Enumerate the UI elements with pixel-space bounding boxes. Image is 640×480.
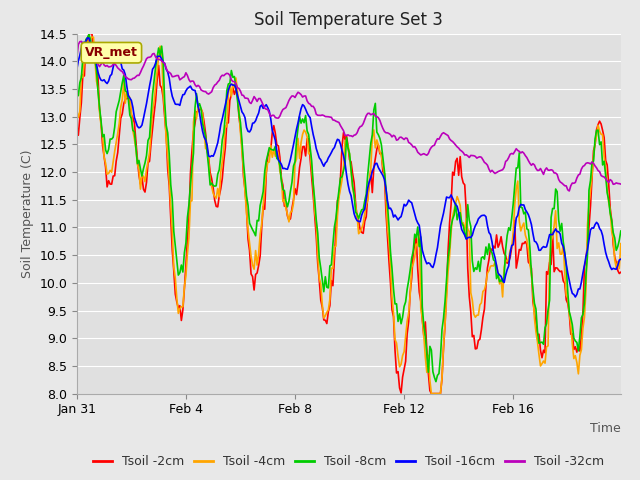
Tsoil -8cm — [617, 228, 625, 234]
Tsoil -8cm — [432, 379, 440, 384]
Tsoil -8cm — [264, 152, 271, 157]
Line: Tsoil -32cm: Tsoil -32cm — [77, 41, 621, 191]
Tsoil -4cm — [73, 108, 81, 114]
Tsoil -8cm — [73, 86, 81, 92]
Tsoil -4cm — [589, 155, 597, 161]
Tsoil -32cm — [264, 107, 271, 112]
Tsoil -16cm — [141, 108, 149, 114]
Tsoil -32cm — [312, 111, 320, 117]
Tsoil -16cm — [84, 35, 92, 41]
Tsoil -32cm — [73, 56, 81, 61]
X-axis label: Time: Time — [590, 422, 621, 435]
Tsoil -4cm — [428, 391, 435, 396]
Tsoil -2cm — [428, 391, 435, 396]
Tsoil -2cm — [85, 31, 93, 36]
Tsoil -32cm — [77, 38, 85, 44]
Tsoil -16cm — [73, 67, 81, 72]
Tsoil -16cm — [589, 225, 597, 231]
Tsoil -16cm — [264, 105, 271, 110]
Tsoil -2cm — [589, 148, 597, 154]
Tsoil -8cm — [255, 218, 262, 224]
Tsoil -4cm — [255, 251, 262, 257]
Line: Tsoil -4cm: Tsoil -4cm — [77, 37, 621, 394]
Tsoil -4cm — [617, 241, 625, 247]
Tsoil -2cm — [255, 263, 262, 268]
Tsoil -4cm — [264, 160, 271, 166]
Tsoil -4cm — [312, 220, 320, 226]
Line: Tsoil -16cm: Tsoil -16cm — [77, 38, 621, 297]
Tsoil -16cm — [617, 256, 625, 262]
Tsoil -8cm — [589, 158, 597, 164]
Tsoil -8cm — [85, 32, 93, 37]
Tsoil -4cm — [237, 130, 244, 135]
Tsoil -8cm — [237, 120, 244, 125]
Tsoil -16cm — [312, 145, 320, 151]
Tsoil -32cm — [589, 160, 597, 166]
Tsoil -2cm — [73, 122, 81, 128]
Tsoil -2cm — [141, 189, 149, 195]
Legend: Tsoil -2cm, Tsoil -4cm, Tsoil -8cm, Tsoil -16cm, Tsoil -32cm: Tsoil -2cm, Tsoil -4cm, Tsoil -8cm, Tsoi… — [88, 450, 609, 473]
Tsoil -32cm — [237, 88, 244, 94]
Tsoil -32cm — [617, 181, 625, 187]
Tsoil -8cm — [141, 160, 149, 166]
Tsoil -2cm — [237, 126, 244, 132]
Y-axis label: Soil Temperature (C): Soil Temperature (C) — [20, 149, 34, 278]
Tsoil -8cm — [312, 217, 320, 223]
Tsoil -32cm — [141, 60, 149, 65]
Tsoil -32cm — [255, 96, 262, 101]
Line: Tsoil -8cm: Tsoil -8cm — [77, 35, 621, 382]
Tsoil -2cm — [264, 154, 271, 159]
Line: Tsoil -2cm: Tsoil -2cm — [77, 34, 621, 394]
Tsoil -16cm — [237, 103, 244, 109]
Text: VR_met: VR_met — [85, 46, 138, 59]
Title: Soil Temperature Set 3: Soil Temperature Set 3 — [254, 11, 444, 29]
Tsoil -2cm — [312, 233, 320, 239]
Tsoil -16cm — [255, 110, 262, 116]
Tsoil -2cm — [617, 269, 625, 275]
Tsoil -32cm — [565, 188, 573, 194]
Tsoil -16cm — [572, 294, 579, 300]
Tsoil -4cm — [88, 34, 96, 40]
Tsoil -4cm — [141, 179, 149, 184]
